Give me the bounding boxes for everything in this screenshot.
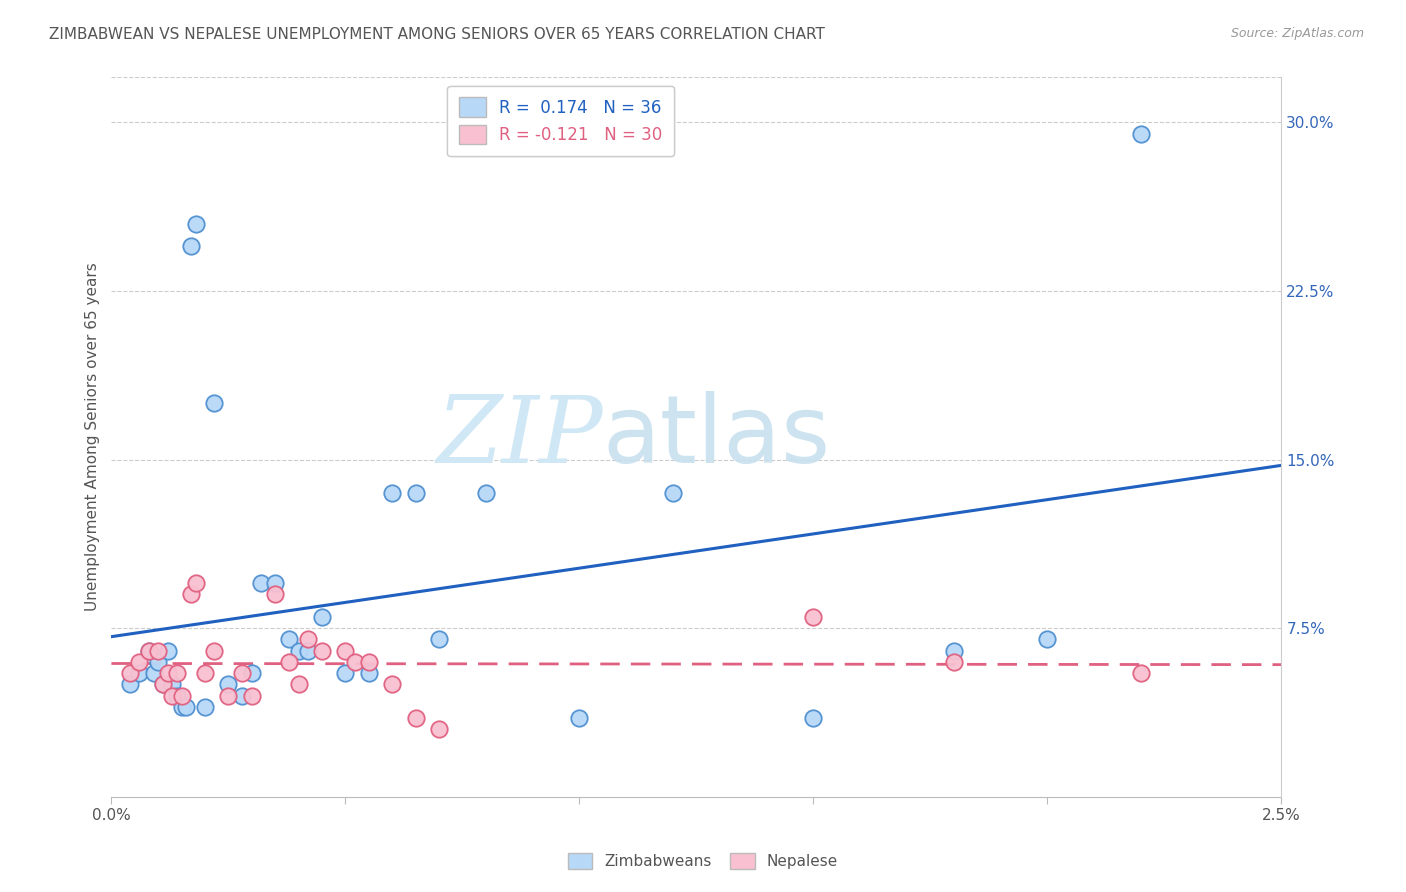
- Point: [311, 610, 333, 624]
- Text: ZIP: ZIP: [436, 392, 603, 482]
- Point: [405, 486, 427, 500]
- Point: [217, 677, 239, 691]
- Point: [142, 666, 165, 681]
- Point: [162, 677, 184, 691]
- Y-axis label: Unemployment Among Seniors over 65 years: Unemployment Among Seniors over 65 years: [86, 262, 100, 611]
- Point: [278, 655, 301, 669]
- Point: [343, 655, 366, 669]
- Point: [166, 689, 188, 703]
- Point: [264, 587, 287, 601]
- Point: [138, 643, 160, 657]
- Point: [231, 689, 253, 703]
- Point: [194, 666, 217, 681]
- Point: [174, 699, 197, 714]
- Point: [297, 643, 319, 657]
- Point: [662, 486, 685, 500]
- Point: [128, 655, 150, 669]
- Point: [803, 610, 825, 624]
- Point: [156, 643, 179, 657]
- Point: [156, 666, 179, 681]
- Point: [128, 666, 150, 681]
- Point: [287, 677, 309, 691]
- Point: [942, 655, 965, 669]
- Point: [184, 576, 207, 591]
- Point: [180, 239, 202, 253]
- Point: [170, 689, 193, 703]
- Point: [335, 643, 357, 657]
- Point: [278, 632, 301, 647]
- Point: [427, 632, 450, 647]
- Point: [240, 689, 263, 703]
- Point: [202, 643, 225, 657]
- Point: [202, 396, 225, 410]
- Text: atlas: atlas: [603, 391, 831, 483]
- Point: [297, 632, 319, 647]
- Legend: R =  0.174   N = 36, R = -0.121   N = 30: R = 0.174 N = 36, R = -0.121 N = 30: [447, 86, 673, 156]
- Point: [184, 217, 207, 231]
- Point: [311, 643, 333, 657]
- Legend: Zimbabweans, Nepalese: Zimbabweans, Nepalese: [562, 847, 844, 875]
- Point: [217, 689, 239, 703]
- Point: [381, 486, 404, 500]
- Point: [138, 643, 160, 657]
- Point: [264, 576, 287, 591]
- Point: [568, 711, 591, 725]
- Text: Source: ZipAtlas.com: Source: ZipAtlas.com: [1230, 27, 1364, 40]
- Point: [170, 699, 193, 714]
- Point: [803, 711, 825, 725]
- Point: [381, 677, 404, 691]
- Point: [427, 723, 450, 737]
- Point: [148, 643, 170, 657]
- Point: [162, 689, 184, 703]
- Point: [120, 666, 142, 681]
- Point: [405, 711, 427, 725]
- Text: ZIMBABWEAN VS NEPALESE UNEMPLOYMENT AMONG SENIORS OVER 65 YEARS CORRELATION CHAR: ZIMBABWEAN VS NEPALESE UNEMPLOYMENT AMON…: [49, 27, 825, 42]
- Point: [475, 486, 498, 500]
- Point: [120, 677, 142, 691]
- Point: [240, 666, 263, 681]
- Point: [231, 666, 253, 681]
- Point: [152, 677, 174, 691]
- Point: [1036, 632, 1059, 647]
- Point: [250, 576, 273, 591]
- Point: [148, 655, 170, 669]
- Point: [357, 666, 380, 681]
- Point: [335, 666, 357, 681]
- Point: [1130, 127, 1153, 141]
- Point: [942, 643, 965, 657]
- Point: [287, 643, 309, 657]
- Point: [152, 677, 174, 691]
- Point: [357, 655, 380, 669]
- Point: [180, 587, 202, 601]
- Point: [166, 666, 188, 681]
- Point: [194, 699, 217, 714]
- Point: [1130, 666, 1153, 681]
